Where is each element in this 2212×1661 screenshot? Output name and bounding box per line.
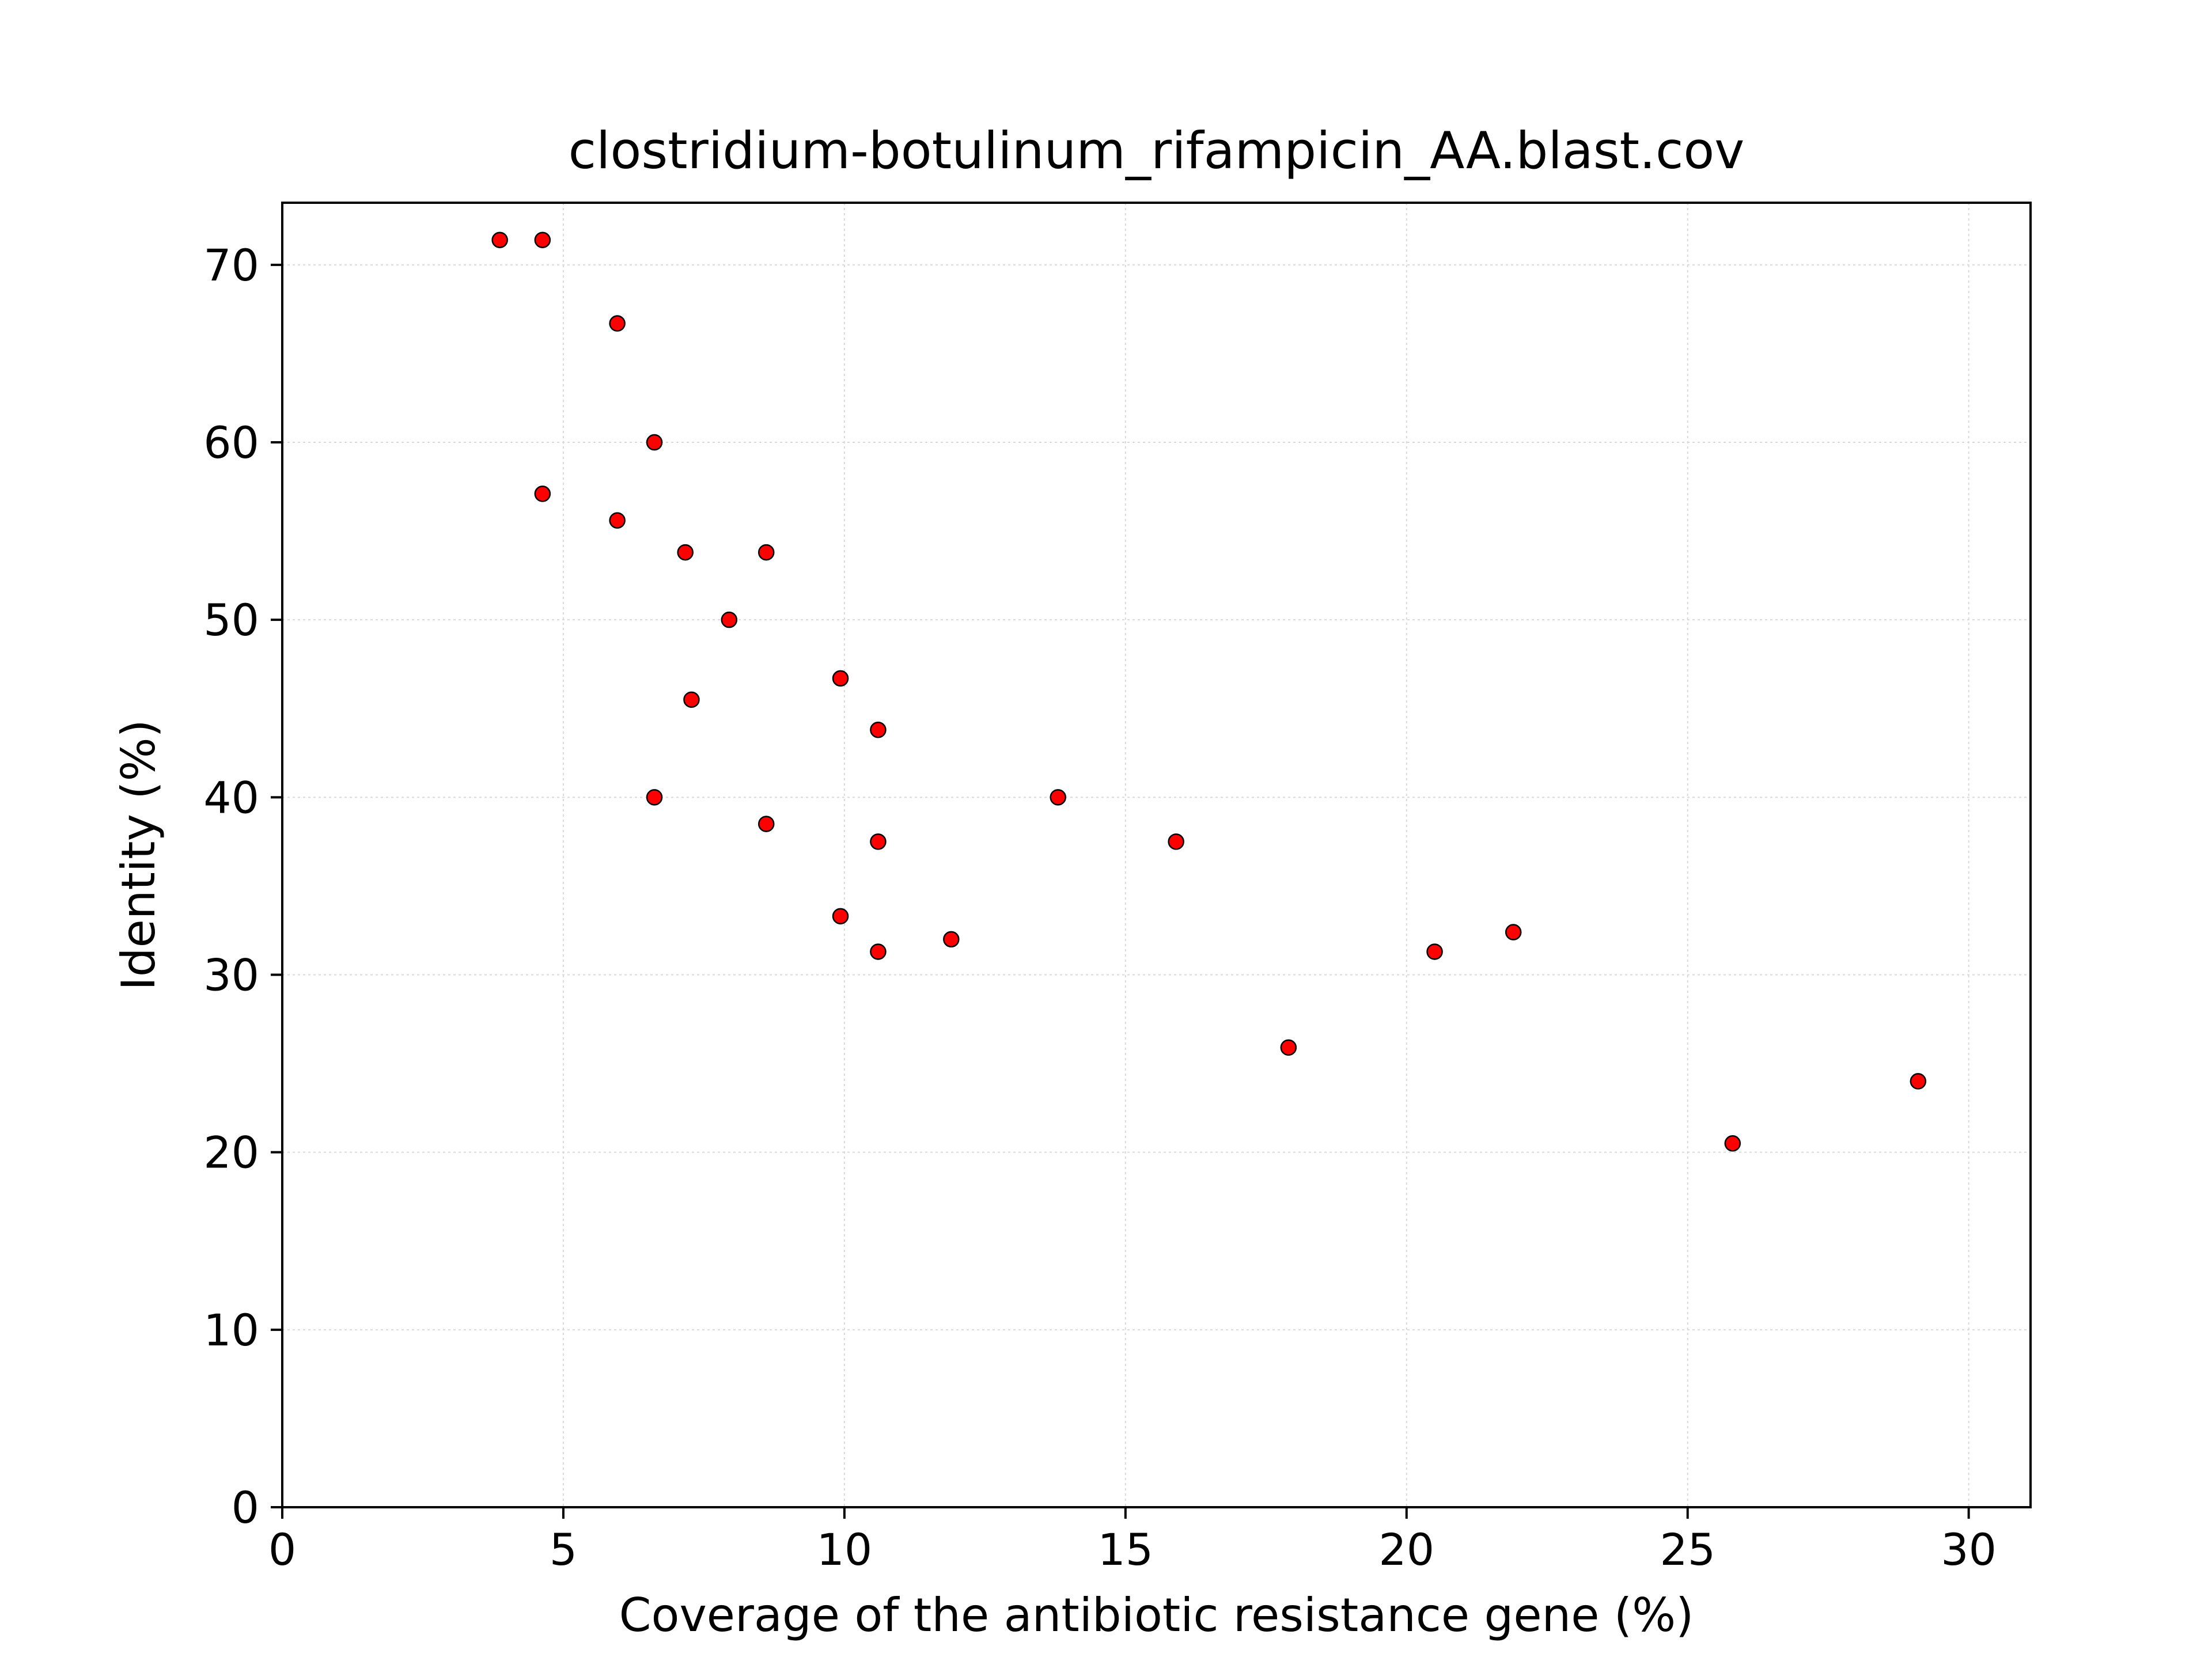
data-point	[677, 544, 694, 561]
data-point	[1050, 789, 1066, 806]
data-point	[491, 232, 508, 248]
data-point	[1426, 943, 1443, 960]
data-point	[646, 434, 663, 451]
x-tick-label: 30	[1941, 1524, 1997, 1575]
data-point	[870, 833, 887, 850]
data-point	[1280, 1039, 1297, 1056]
data-point	[870, 721, 887, 738]
x-axis-label: Coverage of the antibiotic resistance ge…	[619, 1588, 1694, 1642]
y-tick-label: 50	[203, 594, 259, 646]
data-point	[1724, 1135, 1741, 1152]
data-point	[609, 512, 626, 529]
data-point	[683, 691, 700, 708]
data-point	[721, 611, 738, 628]
data-point	[1168, 833, 1184, 850]
y-tick-label: 20	[203, 1127, 259, 1178]
grid	[282, 203, 2031, 1508]
x-axis-ticks: 0 5 10 15 20 25 30	[268, 1507, 1997, 1575]
data-point	[870, 943, 887, 960]
x-tick-label: 10	[817, 1524, 873, 1575]
data-point	[1505, 924, 1522, 941]
data-points	[491, 232, 1927, 1152]
data-point	[1910, 1073, 1927, 1090]
x-tick-label: 20	[1378, 1524, 1434, 1575]
x-tick-label: 0	[268, 1524, 296, 1575]
x-tick-label: 5	[550, 1524, 577, 1575]
data-point	[757, 544, 775, 561]
plot-frame	[281, 202, 2032, 1508]
data-point	[832, 908, 849, 925]
data-point	[757, 816, 775, 832]
y-axis-ticks: 0 10 20 30 40 50 60 70	[203, 240, 282, 1533]
data-point	[534, 232, 551, 248]
data-point	[534, 486, 551, 502]
data-point	[609, 315, 626, 332]
chart-title: clostridium-botulinum_rifampicin_AA.blas…	[569, 121, 1745, 180]
data-point	[943, 931, 960, 948]
y-tick-label: 10	[203, 1304, 259, 1356]
y-tick-label: 0	[232, 1482, 259, 1533]
x-tick-label: 25	[1660, 1524, 1715, 1575]
y-axis-label: Identity (%)	[112, 719, 165, 990]
data-point	[646, 789, 663, 806]
x-tick-label: 15	[1097, 1524, 1153, 1575]
y-tick-label: 60	[203, 417, 259, 468]
y-tick-label: 40	[203, 772, 259, 823]
data-point	[832, 670, 849, 687]
y-tick-label: 70	[203, 240, 259, 291]
y-tick-label: 30	[203, 950, 259, 1001]
